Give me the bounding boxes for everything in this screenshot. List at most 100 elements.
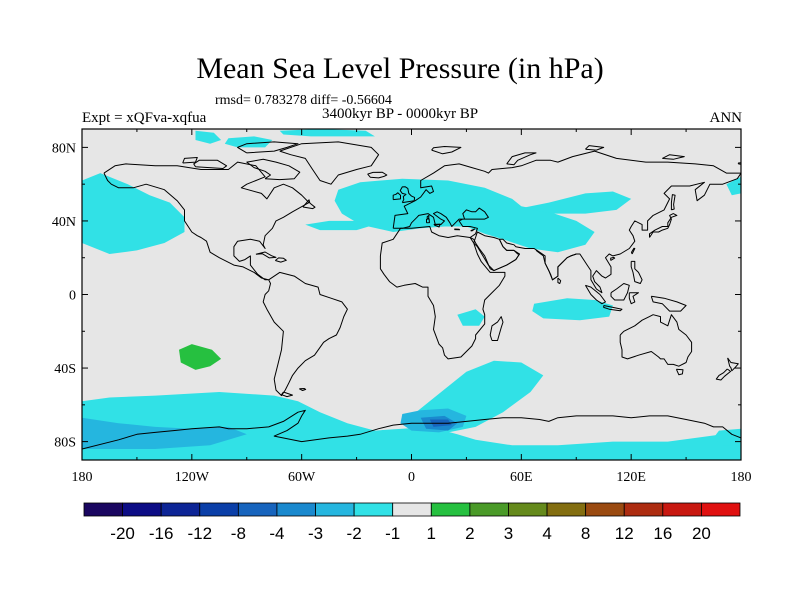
coastline-sicily [433, 223, 441, 228]
coastline-sumatra [584, 284, 606, 305]
y-tick-label-3: 40S [54, 362, 76, 377]
x-tick-label-5: 120E [616, 470, 646, 485]
coastline-sri-lanka [557, 277, 562, 284]
colorbar-label-2: -12 [187, 524, 212, 543]
coastline-banks-island [182, 157, 198, 164]
colorbar-label-0: -20 [110, 524, 135, 543]
colorbar-label-4: -4 [269, 524, 284, 543]
coastline-africa [379, 226, 506, 360]
coastline-greenland [279, 141, 380, 185]
coastline-wrangel [737, 162, 741, 165]
colorbar-label-9: 2 [465, 524, 474, 543]
colorbar-label-5: -3 [308, 524, 323, 543]
contour-arctic-canada-patch-2 [224, 136, 273, 148]
coastline-india-bay [535, 250, 577, 281]
contour-east-asia-low [521, 191, 632, 214]
coastline-new-zealand-north [727, 357, 739, 372]
coastline-ellesmere-island [237, 141, 299, 154]
coastline-taiwan [631, 247, 636, 255]
y-tick-label-2: 0 [69, 289, 76, 304]
contour-south-pacific-high [179, 344, 222, 370]
coastline-tasmania [675, 368, 684, 376]
coastline-philippines [630, 260, 643, 284]
coastline-baffin-island [246, 158, 301, 181]
coastline-java [603, 305, 623, 312]
colorbar-label-7: -1 [385, 524, 400, 543]
chart-title: Mean Sea Level Pressure (in hPa) [196, 52, 604, 85]
colorbar-label-12: 8 [581, 524, 590, 543]
coastline-hispaniola [274, 257, 287, 263]
colorbar-label-3: -8 [231, 524, 246, 543]
colorbar-box-7 [353, 502, 394, 517]
coastline-ireland [392, 192, 401, 201]
colorbar-label-14: 16 [653, 524, 672, 543]
colorbar-box-11 [508, 502, 548, 517]
colorbar-box-8 [392, 502, 432, 517]
contour-north-pacific-low [82, 173, 185, 254]
colorbar-box-10 [469, 502, 509, 517]
coastline-great-britain [399, 186, 416, 204]
coastline-new-zealand-south [715, 368, 732, 381]
colorbar-box-1 [122, 502, 162, 517]
contour-atlantic-tail [305, 220, 375, 231]
chart-period: 3400kyr BP - 0000kyr BP [322, 106, 479, 122]
colorbar-label-13: 12 [615, 524, 634, 543]
experiment-label: Expt = xQFva-xqfua [82, 110, 207, 126]
colorbar-label-1: -16 [149, 524, 174, 543]
colorbar-box-13 [585, 502, 625, 517]
colorbar-box-0 [83, 502, 123, 517]
coastline-severnaya-zemlya [585, 145, 605, 151]
coastline-madagascar [489, 316, 504, 341]
colorbar-box-5 [276, 502, 316, 517]
coastline-crete [454, 228, 461, 231]
colorbar-box-9 [430, 502, 471, 517]
contour-indian-ocean-patch [532, 298, 613, 321]
contour-bering-patch [726, 176, 741, 196]
colorbar-label-6: -2 [347, 524, 362, 543]
contour-ross-sea-patch [713, 428, 741, 446]
contour-greenland-patch [279, 129, 375, 137]
colorbar-box-15 [662, 502, 702, 517]
colorbar-box-16 [701, 502, 741, 517]
contour-southern-ocean-low [82, 392, 741, 460]
contour-arctic-canada-patch-1 [195, 130, 222, 144]
coastline-sulawesi [628, 292, 639, 305]
coastline-north-america [103, 161, 310, 281]
coastline-falklands [299, 388, 307, 391]
colorbar-box-4 [237, 502, 278, 517]
coastline-sardinia [426, 218, 430, 224]
coastline-victoria-island [193, 159, 228, 169]
coastline-newfoundland [302, 199, 316, 210]
coastline-cyprus [470, 228, 476, 232]
coastline-australia [619, 314, 693, 367]
contour-eurasia-low [334, 178, 595, 253]
colorbar-box-14 [623, 502, 664, 517]
coastline-new-guinea [650, 295, 687, 312]
colorbar-box-2 [160, 502, 201, 517]
colorbar-box-3 [199, 502, 239, 517]
contour-southern-pacific-low-2 [82, 417, 247, 449]
y-tick-label-1: 40N [52, 215, 76, 230]
colorbar-label-10: 3 [504, 524, 513, 543]
coastline-antarctica [82, 409, 741, 450]
season-label: ANN [709, 110, 743, 126]
colorbar-box-12 [546, 502, 587, 517]
coastline-corsica [426, 214, 430, 219]
y-tick-label-0: 80N [52, 141, 76, 156]
coastline-south-america [262, 271, 348, 397]
colorbar-box-6 [315, 502, 355, 517]
coastline-arabia [473, 231, 520, 272]
x-tick-label-0: 180 [72, 470, 93, 485]
colorbar-label-11: 4 [542, 524, 551, 543]
coastline-sakhalin [670, 194, 676, 211]
coastline-borneo [610, 283, 630, 301]
coastline-eurasia [392, 150, 741, 294]
coastline-new-siberian-islands [662, 154, 685, 160]
coastline-japan [649, 213, 678, 238]
x-tick-label-2: 60W [288, 470, 316, 485]
coastline-novaya-zemlya [506, 152, 537, 166]
plot-area [82, 129, 741, 460]
coastline-hainan [610, 256, 616, 261]
y-tick-label-4: 80S [54, 436, 76, 451]
